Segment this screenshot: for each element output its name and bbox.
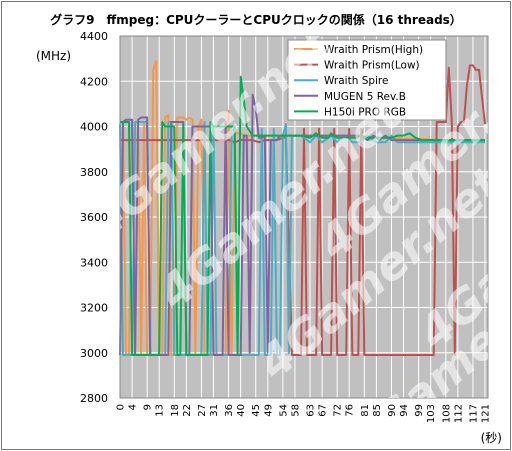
series-line-5 bbox=[120, 75, 485, 356]
x-tick-label: 18 bbox=[170, 404, 181, 417]
plot-border bbox=[119, 35, 489, 399]
y-tick-label: 2800 bbox=[80, 392, 108, 405]
x-tick-label: 76 bbox=[345, 404, 356, 417]
x-tick-label: 45 bbox=[251, 404, 262, 417]
y-tick-label: 3200 bbox=[80, 302, 108, 315]
x-tick-label: 40 bbox=[236, 404, 247, 417]
x-tick-label: 36 bbox=[224, 404, 235, 417]
y-tick-label: 4200 bbox=[80, 75, 108, 88]
y-tick-label: 3000 bbox=[80, 347, 108, 360]
legend-label: Wraith Spire bbox=[324, 75, 388, 87]
x-tick-label: 85 bbox=[372, 404, 383, 417]
x-axis-label: (秒) bbox=[481, 431, 502, 445]
x-tick-label: 4 bbox=[128, 404, 139, 410]
y-tick-label: 3800 bbox=[80, 166, 108, 179]
x-tick-label: 67 bbox=[318, 404, 329, 417]
x-tick-label: 121 bbox=[480, 404, 491, 423]
legend-label: H150i PRO RGB bbox=[324, 106, 406, 118]
series-line-2 bbox=[120, 64, 486, 356]
x-tick-label: 63 bbox=[306, 404, 317, 417]
chart-title: グラフ9 ffmpeg：CPUクーラーとCPUクロックの関係（16 thread… bbox=[50, 12, 462, 27]
x-tick-label: 81 bbox=[360, 404, 371, 417]
x-tick-label: 0 bbox=[116, 404, 127, 410]
x-tick-label: 112 bbox=[453, 404, 464, 423]
x-tick-label: 9 bbox=[143, 404, 154, 410]
y-tick-label: 4400 bbox=[80, 30, 108, 43]
x-tick-label: 58 bbox=[290, 404, 301, 417]
x-tick-label: 54 bbox=[278, 404, 289, 417]
x-tick-label: 27 bbox=[197, 404, 208, 417]
y-tick-label: 4000 bbox=[80, 121, 108, 134]
x-tick-label: 49 bbox=[263, 404, 274, 417]
y-tick-label: 3600 bbox=[80, 211, 108, 224]
x-tick-label: 117 bbox=[468, 404, 479, 423]
legend-label: MUGEN 5 Rev.B bbox=[324, 91, 406, 103]
y-tick-label: 3400 bbox=[80, 256, 108, 269]
x-tick-label: 31 bbox=[209, 404, 220, 417]
x-tick-label: 108 bbox=[441, 404, 452, 423]
x-tick-label: 103 bbox=[426, 404, 437, 423]
x-tick-label: 22 bbox=[182, 404, 193, 417]
x-tick-label: 72 bbox=[333, 404, 344, 417]
x-tick-label: 13 bbox=[155, 404, 166, 417]
x-tick-label: 99 bbox=[414, 404, 425, 417]
legend-label: Wraith Prism(Low) bbox=[324, 60, 420, 72]
x-tick-label: 90 bbox=[387, 404, 398, 417]
y-axis-label: (MHz) bbox=[36, 49, 71, 63]
legend-label: Wraith Prism(High) bbox=[324, 44, 423, 56]
x-tick-label: 94 bbox=[399, 404, 410, 417]
